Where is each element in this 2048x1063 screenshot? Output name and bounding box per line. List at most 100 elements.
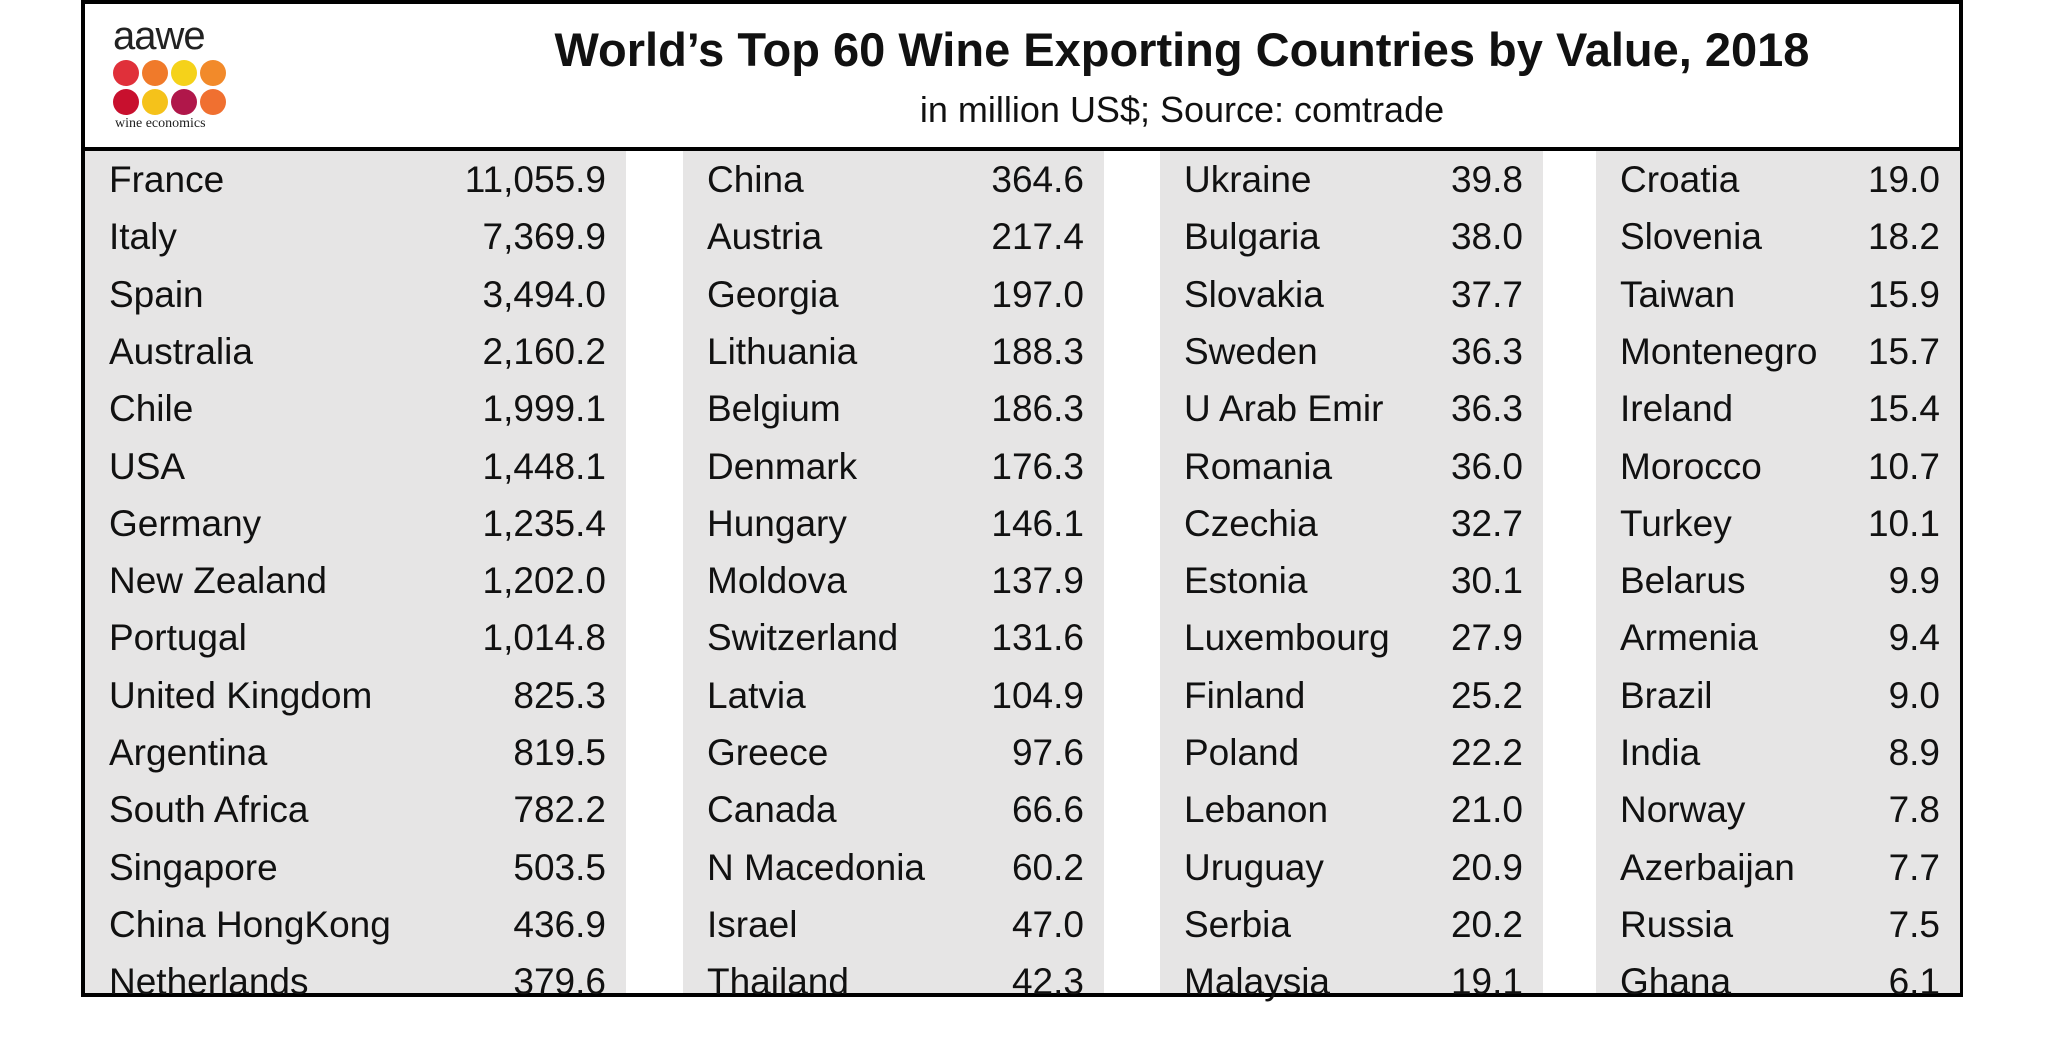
country-name: USA — [109, 445, 186, 487]
export-value: 32.7 — [1450, 502, 1523, 544]
table-row: Hungary 146.1 — [683, 495, 1104, 552]
country-name: Finland — [1184, 674, 1306, 716]
export-value: 27.9 — [1450, 617, 1523, 659]
export-value: 6.1 — [1888, 961, 1940, 1003]
country-name: Moldova — [707, 560, 847, 602]
export-value: 15.7 — [1867, 330, 1940, 372]
country-name: Australia — [109, 330, 253, 372]
country-name: Portugal — [109, 617, 247, 659]
table-row: U Arab Emir 36.3 — [1160, 380, 1543, 437]
country-name: Estonia — [1184, 560, 1308, 602]
export-value: 22.2 — [1450, 732, 1523, 773]
chart-title: World’s Top 60 Wine Exporting Countries … — [554, 23, 1810, 76]
table-row: Bulgaria 38.0 — [1160, 208, 1543, 265]
country-name: Azerbaijan — [1620, 846, 1795, 888]
country-name: South Africa — [109, 789, 309, 831]
table-row: Ghana 6.1 — [1596, 953, 1960, 1010]
table-row: Norway 7.8 — [1596, 781, 1960, 838]
export-value: 25.2 — [1450, 674, 1523, 716]
export-value: 3,494.0 — [482, 273, 606, 315]
country-name: Ghana — [1620, 961, 1732, 1003]
table-frame: aawe wine economics World’s Top 60 Wine … — [81, 0, 1963, 1002]
logo-dot — [171, 60, 197, 86]
logo-dot — [200, 89, 226, 115]
country-name: Slovenia — [1620, 216, 1762, 258]
country-name: Serbia — [1184, 903, 1291, 945]
export-value: 364.6 — [991, 159, 1084, 200]
table-row: Poland 22.2 — [1160, 724, 1543, 781]
country-name: Morocco — [1620, 445, 1762, 487]
table-row: South Africa 782.2 — [85, 781, 626, 838]
export-value: 7.5 — [1888, 903, 1940, 945]
table-row: Greece 97.6 — [683, 724, 1104, 781]
table-row: Spain 3,494.0 — [85, 266, 626, 323]
table-column-4: Croatia 19.0 Slovenia 18.2 Taiwan 15.9 Montene… — [1596, 151, 1960, 1002]
country-name: Italy — [109, 216, 177, 258]
table-row: Moldova 137.9 — [683, 552, 1104, 609]
logo-subtitle: wine economics — [115, 116, 206, 131]
table-row: Switzerland 131.6 — [683, 609, 1104, 666]
table-row: India 8.9 — [1596, 724, 1960, 781]
table-row: France 11,055.9 — [85, 151, 626, 208]
export-value: 18.2 — [1867, 216, 1940, 258]
table-row: Estonia 30.1 — [1160, 552, 1543, 609]
table-row: Russia 7.5 — [1596, 896, 1960, 953]
table-row: United Kingdom 825.3 — [85, 667, 626, 724]
country-name: Spain — [109, 273, 204, 315]
country-name: Belarus — [1620, 560, 1746, 602]
table-row: Serbia 20.2 — [1160, 896, 1543, 953]
table-row: Finland 25.2 — [1160, 667, 1543, 724]
table-row: Belarus 9.9 — [1596, 552, 1960, 609]
export-value: 10.1 — [1867, 502, 1940, 544]
table-column-3: Ukraine 39.8 Bulgaria 38.0 Slovakia 37.7 Swede… — [1160, 151, 1543, 1002]
export-value: 436.9 — [513, 903, 606, 945]
table-row: Czechia 32.7 — [1160, 495, 1543, 552]
table-column-2: China 364.6 Austria 217.4 Georgia 197.0 Lithua… — [683, 151, 1104, 1002]
table-row: Lebanon 21.0 — [1160, 781, 1543, 838]
export-value: 37.7 — [1450, 273, 1523, 315]
country-name: China — [707, 159, 804, 200]
chart-subtitle: in million US$; Source: comtrade — [919, 89, 1445, 130]
export-value: 15.4 — [1867, 388, 1940, 430]
country-name: Singapore — [109, 846, 278, 888]
export-value: 36.0 — [1450, 445, 1523, 487]
export-value: 104.9 — [991, 674, 1084, 716]
table-row: N Macedonia 60.2 — [683, 839, 1104, 896]
country-name: France — [109, 159, 225, 200]
logo-dot — [200, 60, 226, 86]
export-value: 47.0 — [1011, 903, 1084, 945]
export-value: 7.8 — [1888, 789, 1940, 831]
table-column-1: France 11,055.9 Italy 7,369.9 Spain 3,494.0 Au… — [85, 151, 626, 1002]
country-name: Belgium — [707, 388, 841, 430]
country-name: Lithuania — [707, 330, 858, 372]
table-row: Thailand 42.3 — [683, 953, 1104, 1010]
export-value: 66.6 — [1011, 789, 1084, 831]
export-value: 503.5 — [513, 846, 606, 888]
table-row: Australia 2,160.2 — [85, 323, 626, 380]
country-name: N Macedonia — [707, 846, 926, 888]
country-name: Luxembourg — [1184, 617, 1390, 659]
country-name: Thailand — [707, 961, 849, 1003]
table-row: Sweden 36.3 — [1160, 323, 1543, 380]
country-name: Germany — [109, 502, 262, 544]
export-value: 38.0 — [1450, 216, 1523, 258]
table-row: Chile 1,999.1 — [85, 380, 626, 437]
export-value: 131.6 — [991, 617, 1084, 659]
export-value: 42.3 — [1011, 961, 1084, 1003]
country-name: Netherlands — [109, 961, 309, 1003]
aawe-logo: aawe wine economics — [113, 16, 233, 136]
table-row: Singapore 503.5 — [85, 839, 626, 896]
table-row: Israel 47.0 — [683, 896, 1104, 953]
country-name: Switzerland — [707, 617, 899, 659]
header: aawe wine economics World’s Top 60 Wine … — [85, 4, 1959, 151]
table-row: Uruguay 20.9 — [1160, 839, 1543, 896]
logo-dot — [171, 89, 197, 115]
export-value: 39.8 — [1450, 159, 1523, 200]
table-row: Slovakia 37.7 — [1160, 266, 1543, 323]
export-value: 97.6 — [1011, 732, 1084, 773]
export-value: 1,448.1 — [482, 445, 606, 487]
country-name: Ukraine — [1184, 159, 1312, 200]
table-row: Denmark 176.3 — [683, 438, 1104, 495]
country-name: Taiwan — [1620, 273, 1736, 315]
country-name: Czechia — [1184, 502, 1318, 544]
